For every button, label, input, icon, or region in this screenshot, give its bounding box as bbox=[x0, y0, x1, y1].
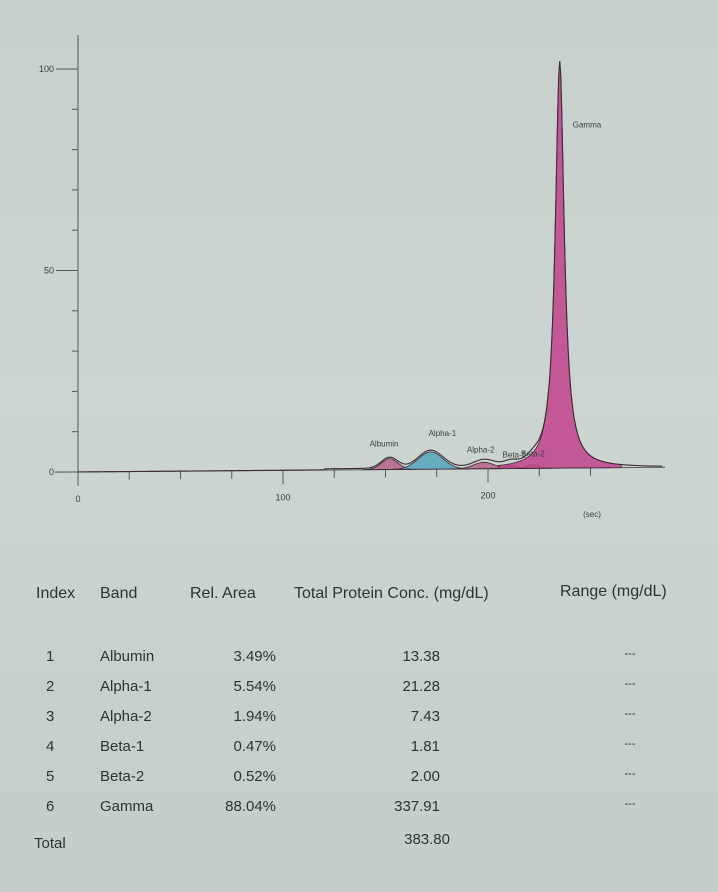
row-conc: 13.38 bbox=[402, 648, 440, 665]
row-band: Beta-2 bbox=[100, 768, 145, 785]
row-band: Albumin bbox=[100, 648, 155, 665]
row-index: 2 bbox=[46, 678, 55, 695]
trace-line bbox=[77, 61, 663, 473]
header-band: Band bbox=[100, 585, 138, 602]
row-conc: 337.91 bbox=[394, 798, 440, 815]
row-band: Alpha-2 bbox=[100, 708, 152, 725]
row-band: Alpha-1 bbox=[100, 678, 152, 695]
total-conc: 383.80 bbox=[404, 831, 450, 848]
results-table: Index Band Rel. Area Total Protein Conc.… bbox=[0, 575, 718, 875]
row-index: 6 bbox=[46, 798, 55, 815]
peak-label-gamma: Gamma bbox=[573, 121, 602, 130]
row-conc: 1.81 bbox=[410, 738, 440, 755]
row-index: 5 bbox=[46, 768, 55, 785]
row-rel-area: 5.54% bbox=[233, 678, 276, 695]
row-rel-area: 1.94% bbox=[233, 708, 276, 725]
x-tick-label: 200 bbox=[480, 491, 495, 501]
row-rel-area: 3.49% bbox=[233, 648, 276, 665]
electrophoresis-chart: 0 50 100 0 100 200 (sec) Albumin Alpha-1 Alpha-2… bbox=[39, 35, 666, 519]
peak-alpha-1 bbox=[390, 451, 471, 470]
x-tick-label: 100 bbox=[275, 492, 290, 502]
x-unit-label: (sec) bbox=[583, 510, 601, 519]
header-range: Range (mg/dL) bbox=[560, 583, 667, 600]
row-index: 4 bbox=[46, 738, 55, 755]
peak-gamma bbox=[497, 61, 622, 470]
row-index: 1 bbox=[46, 648, 55, 665]
row-range: --- bbox=[624, 738, 636, 750]
y-tick-label: 0 bbox=[49, 467, 54, 477]
peak-label-beta-1: Beta-1 bbox=[503, 450, 527, 459]
row-rel-area: 0.47% bbox=[233, 738, 276, 755]
row-index: 3 bbox=[46, 708, 55, 725]
header-total-protein: Total Protein Conc. (mg/dL) bbox=[294, 585, 489, 602]
row-rel-area: 88.04% bbox=[225, 798, 276, 815]
row-conc: 7.43 bbox=[410, 708, 440, 725]
row-band: Beta-1 bbox=[100, 738, 145, 755]
header-index: Index bbox=[36, 585, 76, 602]
row-rel-area: 0.52% bbox=[233, 768, 276, 785]
peak-label-alpha-2: Alpha-2 bbox=[467, 445, 495, 454]
row-conc: 21.28 bbox=[402, 678, 440, 695]
peak-label-albumin: Albumin bbox=[370, 440, 399, 449]
row-range: --- bbox=[624, 798, 636, 810]
header-rel-area: Rel. Area bbox=[190, 585, 256, 602]
row-range: --- bbox=[624, 708, 636, 720]
y-tick-label: 100 bbox=[39, 64, 54, 74]
row-range: --- bbox=[624, 648, 636, 660]
peaks bbox=[77, 61, 663, 473]
row-range: --- bbox=[624, 768, 636, 780]
row-range: --- bbox=[624, 678, 636, 690]
row-conc: 2.00 bbox=[410, 768, 440, 785]
peak-label-alpha-1: Alpha-1 bbox=[429, 429, 457, 438]
peak-label-beta-2: Beta-2 bbox=[521, 450, 545, 459]
y-tick-label: 50 bbox=[44, 266, 54, 276]
x-tick-label: 0 bbox=[75, 494, 80, 504]
total-label: Total bbox=[34, 835, 66, 852]
row-band: Gamma bbox=[100, 798, 154, 815]
